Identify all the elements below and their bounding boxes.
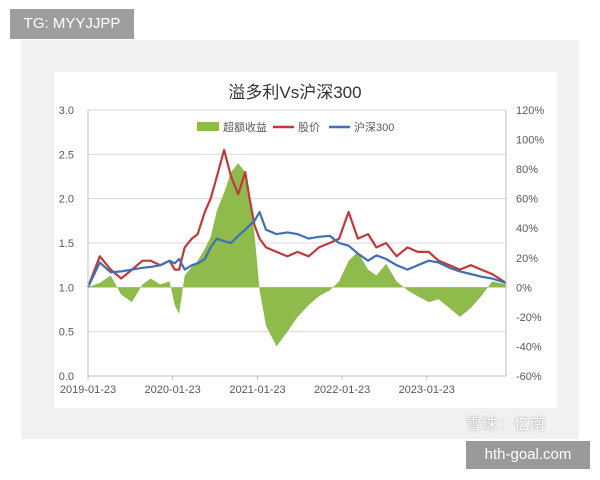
axes: 0.0 0.5 1.0 1.5 2.0 2.5 3.0 -60% -40% -20% 0% 20% 40… xyxy=(59,105,545,396)
y-right-tick-label: 20% xyxy=(516,253,538,265)
legend-swatch-excess xyxy=(197,122,219,131)
legend-label-index: 沪深300 xyxy=(354,120,394,134)
series-excess-area xyxy=(88,163,506,347)
y-right-tick-label: -60% xyxy=(516,371,542,383)
y-right-tick-label: -40% xyxy=(516,341,542,353)
x-tick-label: 2019-01-23 xyxy=(60,384,116,396)
y-right-tick-label: 100% xyxy=(516,135,544,147)
y-left-tick-label: 0.0 xyxy=(59,371,74,383)
y-right-tick-label: 60% xyxy=(516,194,538,206)
x-tick-label: 2020-01-23 xyxy=(144,384,200,396)
y-left-tick-label: 2.0 xyxy=(59,194,74,206)
price-lines-layer xyxy=(86,148,507,288)
y-left-tick-label: 1.5 xyxy=(59,238,74,250)
tg-badge: TG: MYYJJPP xyxy=(10,9,134,39)
x-tick-label: 2021-01-23 xyxy=(229,384,285,396)
y-left-tick-label: 1.0 xyxy=(59,282,74,294)
y-right-tick-label: 0% xyxy=(516,282,532,294)
y-right-tick-label: -20% xyxy=(516,312,542,324)
legend-label-excess: 超额收益 xyxy=(223,120,267,134)
x-tick-label: 2022-01-23 xyxy=(314,384,370,396)
y-left-tick-label: 0.5 xyxy=(59,327,74,339)
y-right-tick-label: 80% xyxy=(516,164,538,176)
y-left-tick-label: 3.0 xyxy=(59,105,74,117)
xueqiu-watermark: 雪球：亿南 xyxy=(466,416,547,433)
legend-label-stock: 股价 xyxy=(298,121,320,134)
gridlines xyxy=(88,109,506,377)
legend: 超额收益 股价 沪深300 xyxy=(197,120,394,134)
series-index-line xyxy=(87,210,507,288)
y-right-tick-label: 40% xyxy=(516,223,538,235)
chart-title: 溢多利Vs沪深300 xyxy=(228,83,361,102)
y-right-tick-label: 120% xyxy=(516,105,544,117)
chart-card xyxy=(54,72,557,408)
excess-area-layer xyxy=(88,163,506,347)
site-badge: hth-goal.com xyxy=(466,441,590,469)
y-left-tick-label: 2.5 xyxy=(59,149,74,161)
x-tick-label: 2023-01-23 xyxy=(399,384,455,396)
